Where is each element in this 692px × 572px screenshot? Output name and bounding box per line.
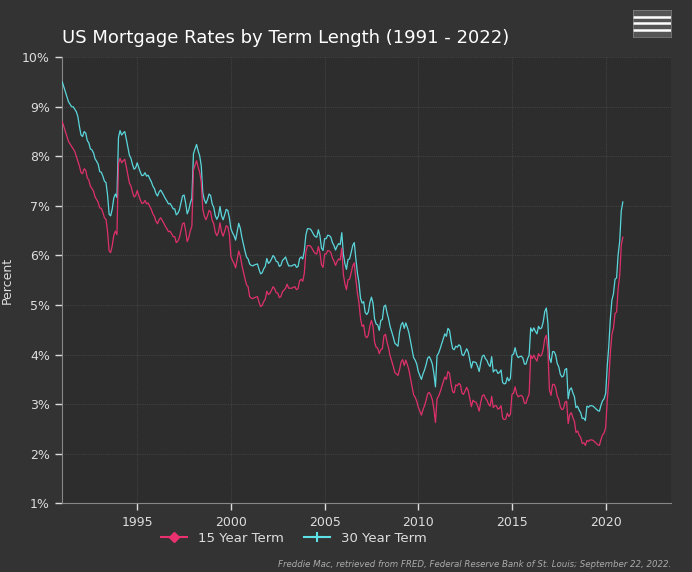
Legend: 15 Year Term, 30 Year Term: 15 Year Term, 30 Year Term xyxy=(156,527,432,550)
Text: Freddie Mac, retrieved from FRED, Federal Reserve Bank of St. Louis; September 2: Freddie Mac, retrieved from FRED, Federa… xyxy=(278,560,671,569)
Text: US Mortgage Rates by Term Length (1991 - 2022): US Mortgage Rates by Term Length (1991 -… xyxy=(62,29,509,47)
Y-axis label: Percent: Percent xyxy=(1,257,14,304)
